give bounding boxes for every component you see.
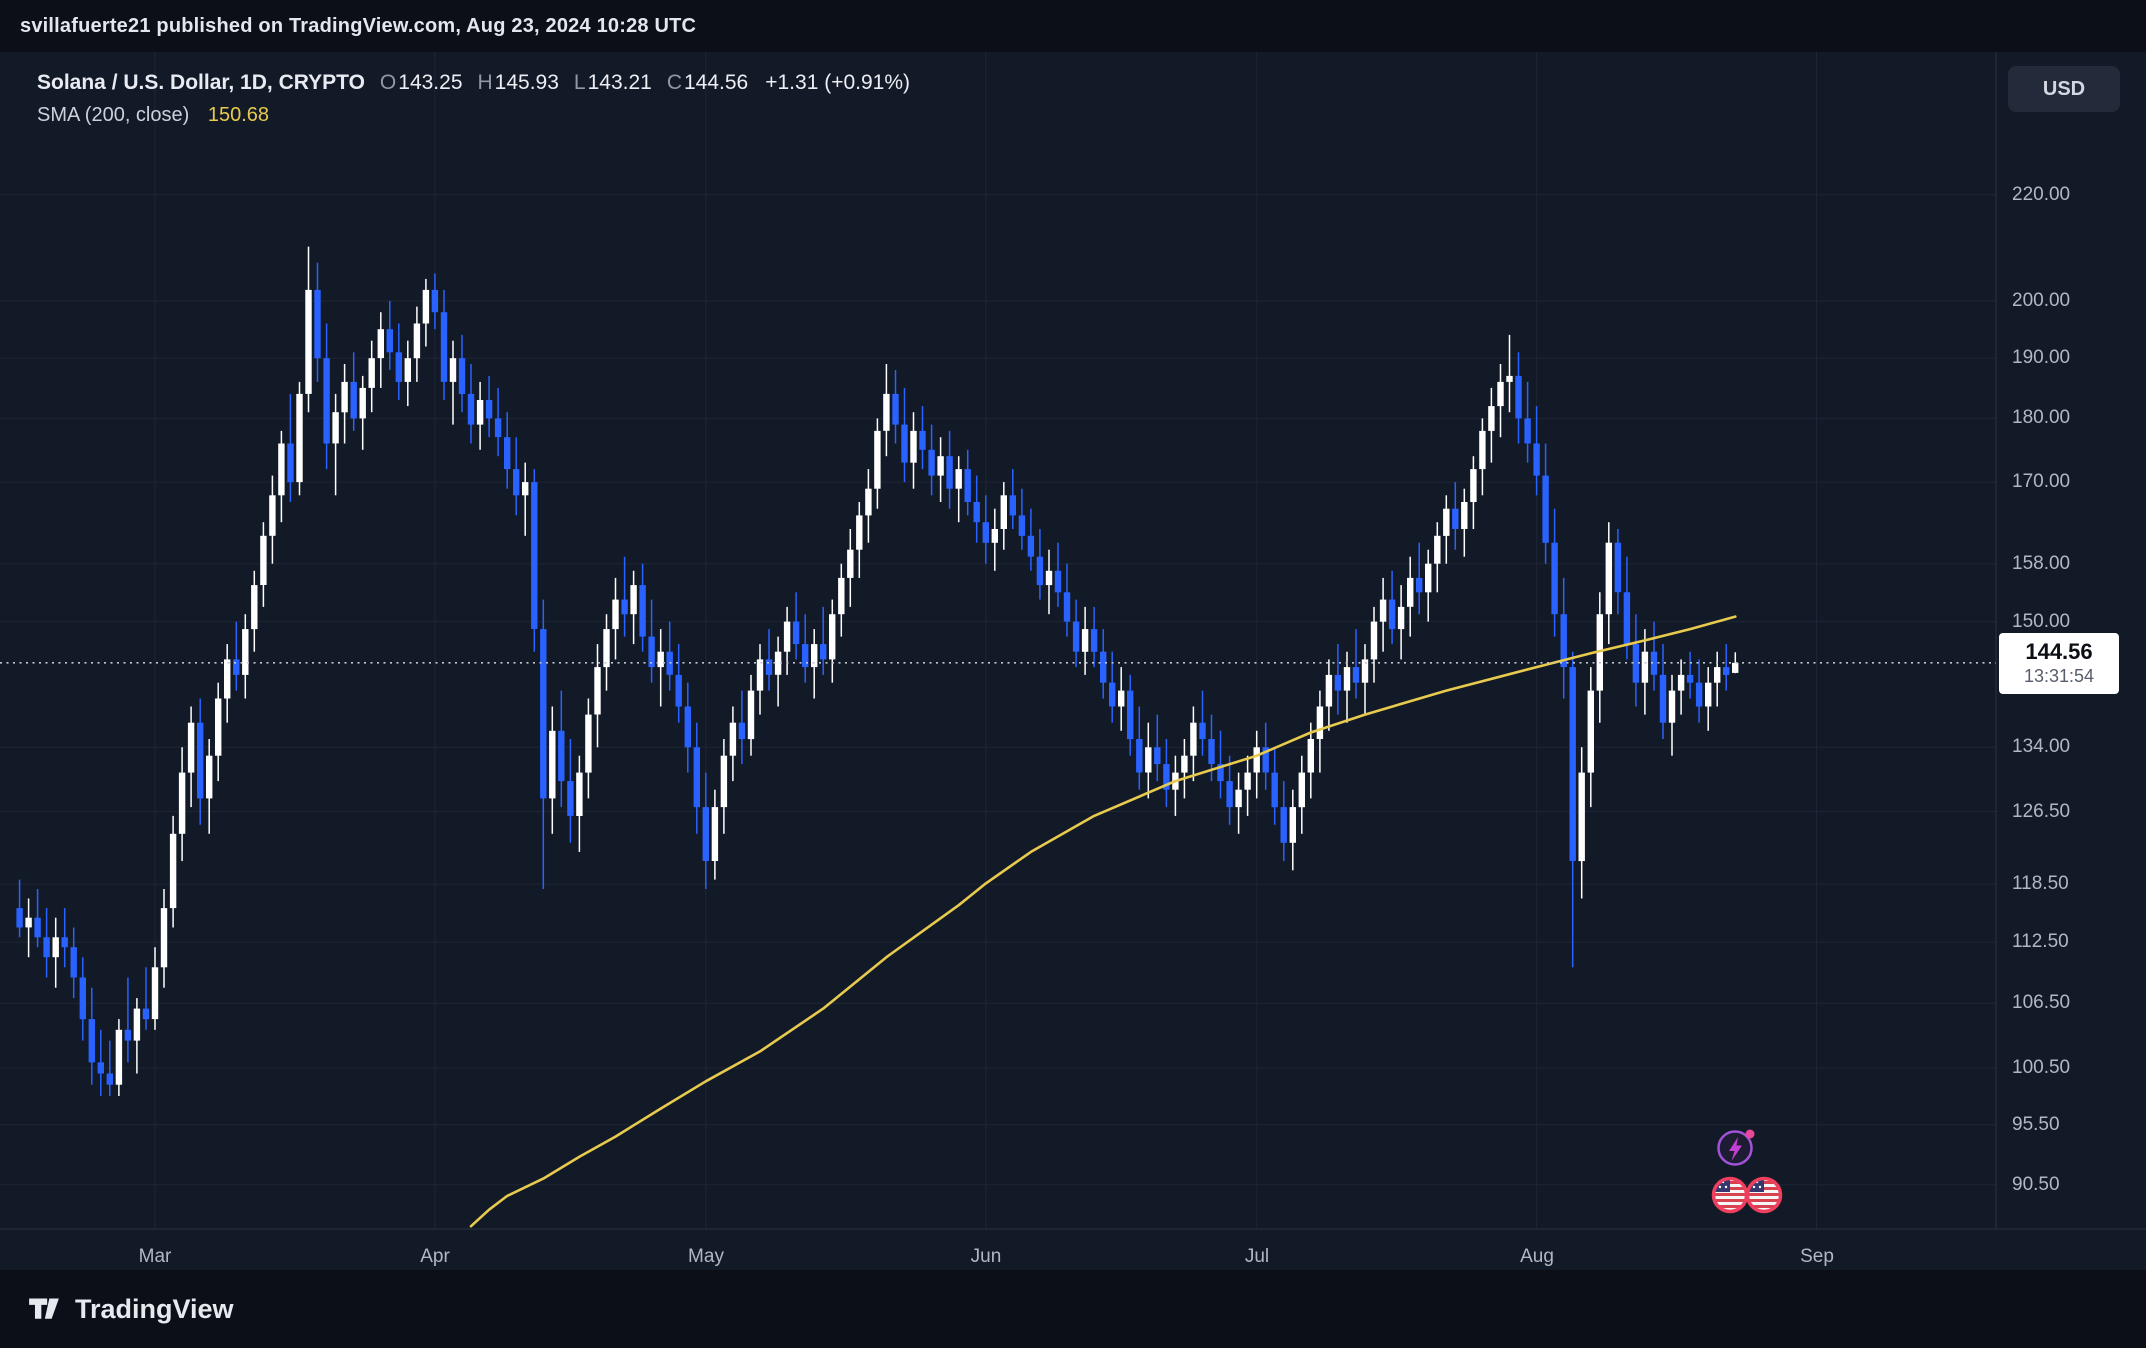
grid (0, 52, 1996, 1229)
chart-legend: Solana / U.S. Dollar, 1D, CRYPTO O143.25… (37, 69, 910, 129)
attribution-text: svillafuerte21 published on TradingView.… (20, 14, 697, 37)
reaction-lightning-icon[interactable] (1712, 1123, 1760, 1176)
time-axis-label: May (688, 1246, 724, 1267)
time-axis-label: Sep (1800, 1246, 1834, 1267)
price-axis-label: 200.00 (2012, 290, 2071, 311)
footer-bar: TradingView (0, 1270, 2146, 1348)
chart-canvas[interactable] (0, 52, 2146, 1270)
price-axis-label: 126.50 (2012, 801, 2071, 822)
countdown-timer: 13:31:54 (2023, 666, 2095, 686)
time-axis-label: Aug (1520, 1246, 1554, 1267)
sma-value: 150.68 (207, 104, 270, 126)
price-axis-label: 100.50 (2012, 1057, 2071, 1078)
candlestick-series (16, 246, 1739, 1096)
axis-borders (0, 52, 2146, 1230)
sma-label: SMA (200, close) (37, 104, 190, 126)
change-value: +1.31 (+0.91%) (765, 71, 910, 94)
price-axis-label: 112.50 (2012, 931, 2069, 952)
price-axis-label: 150.00 (2012, 611, 2071, 632)
open-value: O143.25 (379, 71, 463, 94)
symbol-legend-row[interactable]: Solana / U.S. Dollar, 1D, CRYPTO O143.25… (37, 69, 910, 97)
symbol-title[interactable]: Solana / U.S. Dollar, 1D, CRYPTO (37, 71, 365, 94)
tradingview-logo-icon[interactable] (27, 1290, 61, 1329)
time-axis-label: Apr (420, 1246, 450, 1267)
price-axis-label: 106.50 (2012, 992, 2071, 1013)
price-axis-label: 170.00 (2012, 471, 2071, 492)
last-price-tag: 144.56 13:31:54 (1999, 633, 2119, 694)
time-axis-label: Jun (970, 1246, 1002, 1267)
us-flag-coin (1711, 1176, 1749, 1214)
price-axis-label: 158.00 (2012, 553, 2071, 574)
low-value: L143.21 (573, 71, 652, 94)
price-axis-label: 90.50 (2012, 1174, 2060, 1195)
last-price-value: 144.56 (2025, 639, 2093, 664)
close-value: C144.56 (666, 71, 749, 94)
chart-area[interactable]: 220.00 200.00 190.00 180.00 170.00 158.00 150.… (0, 52, 2146, 1270)
us-flag-coin (1745, 1176, 1783, 1214)
currency-button[interactable]: USD (2008, 66, 2120, 112)
price-axis-label: 190.00 (2012, 347, 2071, 368)
high-value: H145.93 (477, 71, 559, 94)
price-axis-label: 118.50 (2012, 873, 2069, 894)
tradingview-brand-text[interactable]: TradingView (75, 1293, 234, 1324)
sma-legend-row[interactable]: SMA (200, close) 150.68 (37, 102, 910, 129)
time-axis-label: Mar (138, 1246, 172, 1267)
price-axis-label: 134.00 (2012, 736, 2071, 757)
time-axis-label: Jul (1244, 1246, 1270, 1267)
price-axis-label: 180.00 (2012, 407, 2071, 428)
price-axis-label: 95.50 (2012, 1114, 2060, 1135)
sma-line (469, 615, 1737, 1228)
price-axis-label: 220.00 (2012, 184, 2071, 205)
attribution-bar: svillafuerte21 published on TradingView.… (0, 0, 2146, 52)
reaction-us-flags-icon[interactable] (1702, 1169, 1794, 1226)
